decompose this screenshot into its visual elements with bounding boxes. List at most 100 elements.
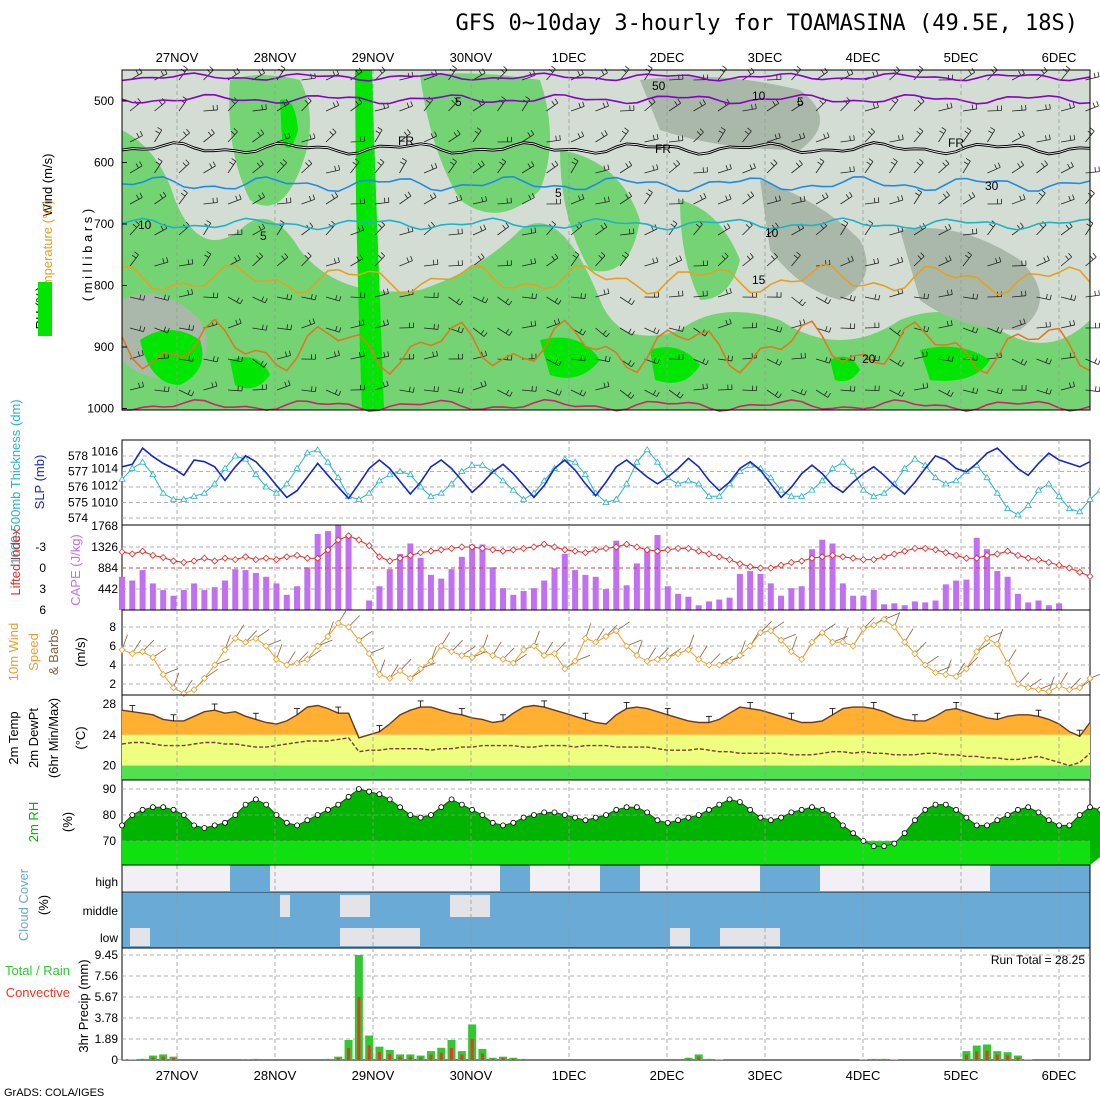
upper-wind-barb: [472, 296, 486, 304]
lifted-index-marker: [489, 546, 497, 554]
upper-wind-barb: [374, 293, 389, 298]
lifted-index-marker: [262, 554, 270, 562]
wind10m-barb: [925, 655, 939, 666]
upper-wind-barb-flag: [682, 326, 685, 332]
upper-wind-barb-flag: [484, 380, 487, 386]
thickness-marker: [1014, 511, 1022, 518]
upper-wind-barb-flag: [1094, 290, 1096, 296]
upper-wind-barb: [938, 259, 952, 267]
cape-bar: [427, 574, 434, 610]
rh2m-marker: [397, 804, 403, 811]
rh2m-marker: [922, 806, 929, 813]
upper-wind-barb: [423, 389, 438, 393]
upper-wind-barb-flag: [1068, 252, 1073, 258]
upper-wind-barb-flag: [966, 127, 972, 131]
upper-wind-barb-flag: [725, 319, 728, 325]
cape-bar: [170, 595, 177, 610]
upper-wind-barb-flag: [725, 165, 728, 171]
upper-wind-barb-flag: [481, 296, 485, 302]
upper-wind-barb-flag: [656, 164, 659, 170]
panel3-ylabel-li: Lifted Index: [8, 528, 23, 596]
upper-wind-barb-flag: [461, 328, 464, 333]
upper-wind-barb: [1085, 222, 1094, 236]
upper-wind-barb-flag: [1045, 104, 1047, 110]
upper-wind-barb: [840, 139, 855, 143]
upper-wind-barb-flag: [338, 390, 342, 396]
upper-wind-barb-flag: [800, 388, 804, 394]
upper-wind-barb-flag: [868, 220, 873, 224]
wind10m-barb: [152, 648, 167, 658]
wind10m-marker: [643, 657, 651, 665]
upper-wind-barb-flag: [1090, 127, 1095, 132]
thickness-marker: [1034, 486, 1043, 493]
wind10m-marker: [942, 670, 950, 679]
upper-wind-barb-flag: [876, 102, 879, 108]
upper-wind-barb: [521, 197, 535, 205]
upper-wind-barb-flag: [1022, 194, 1026, 200]
upper-wind-barb-flag: [897, 329, 901, 335]
upper-wind-barb-flag: [1069, 320, 1072, 326]
upper-wind-barb-flag: [628, 360, 632, 365]
thickness-marker: [633, 458, 641, 465]
upper-wind-barb-flag: [480, 329, 485, 335]
upper-wind-barb-flag: [308, 195, 312, 201]
upper-wind-barb-flag: [574, 251, 580, 255]
upper-wind-barb-flag: [505, 298, 509, 304]
upper-wind-barb-flag: [508, 300, 513, 306]
upper-wind-barb-flag: [554, 160, 559, 166]
pressure-tick-label: 900: [94, 340, 114, 354]
upper-wind-barb-flag: [554, 98, 559, 104]
slp-tick-label: 1012: [91, 479, 118, 493]
precip-conv-bar: [171, 1058, 175, 1060]
upper-wind-barb-flag: [607, 288, 610, 294]
upper-wind-barb-flag: [1045, 357, 1049, 363]
precip-conv-bar: [244, 1059, 248, 1060]
pressure-tick-label: 600: [94, 156, 114, 170]
upper-wind-barb-flag: [728, 194, 732, 200]
upper-wind-barb-flag: [555, 388, 559, 394]
upper-wind-barb-flag: [180, 192, 186, 197]
upper-wind-barb: [717, 68, 727, 81]
upper-wind-barb-flag: [258, 225, 262, 231]
upper-wind-barb: [129, 197, 143, 205]
upper-wind-barb: [374, 161, 385, 174]
upper-wind-barb: [497, 161, 507, 174]
thickness-marker: [386, 470, 394, 477]
precip-conv-bar: [161, 1056, 165, 1060]
contour-label: 20: [862, 352, 876, 366]
upper-wind-barb: [644, 101, 656, 112]
precip-conv-bar: [1016, 1057, 1020, 1060]
upper-wind-barb: [717, 198, 732, 205]
upper-wind-barb-flag: [1044, 160, 1048, 165]
upper-wind-barb: [154, 296, 169, 301]
upper-wind-barb: [1060, 106, 1075, 112]
rh2m-marker: [232, 812, 239, 818]
upper-wind-barb: [840, 296, 855, 302]
upper-wind-barb: [1011, 323, 1026, 329]
thickness-marker: [1075, 508, 1084, 515]
upper-wind-barb: [913, 162, 924, 174]
upper-wind-barb-flag: [264, 298, 268, 303]
upper-wind-barb: [913, 256, 925, 267]
upper-wind-barb-flag: [216, 356, 219, 362]
thickness-marker: [674, 480, 682, 487]
rh2m-marker: [778, 814, 784, 821]
date-label-top: 29NOV: [352, 50, 395, 65]
upper-wind-barb-flag: [996, 387, 999, 393]
cloud-low-gap: [670, 928, 690, 946]
cape-bar: [479, 544, 486, 610]
upper-wind-barb: [644, 192, 653, 205]
upper-wind-barb-flag: [841, 223, 846, 227]
upper-wind-barb: [252, 327, 267, 331]
upper-wind-barb: [1060, 166, 1074, 174]
upper-wind-barb: [913, 69, 924, 81]
cape-bar: [613, 540, 620, 610]
lifted-index-marker: [293, 551, 301, 559]
date-label-bottom: 29NOV: [352, 1068, 395, 1083]
upper-wind-barb: [570, 358, 585, 362]
upper-wind-barb-flag: [406, 257, 410, 263]
contour-label: 30: [985, 179, 999, 193]
upper-wind-barb-flag: [964, 130, 969, 135]
upper-wind-barb: [1036, 260, 1050, 267]
upper-wind-barb-flag: [988, 130, 993, 134]
